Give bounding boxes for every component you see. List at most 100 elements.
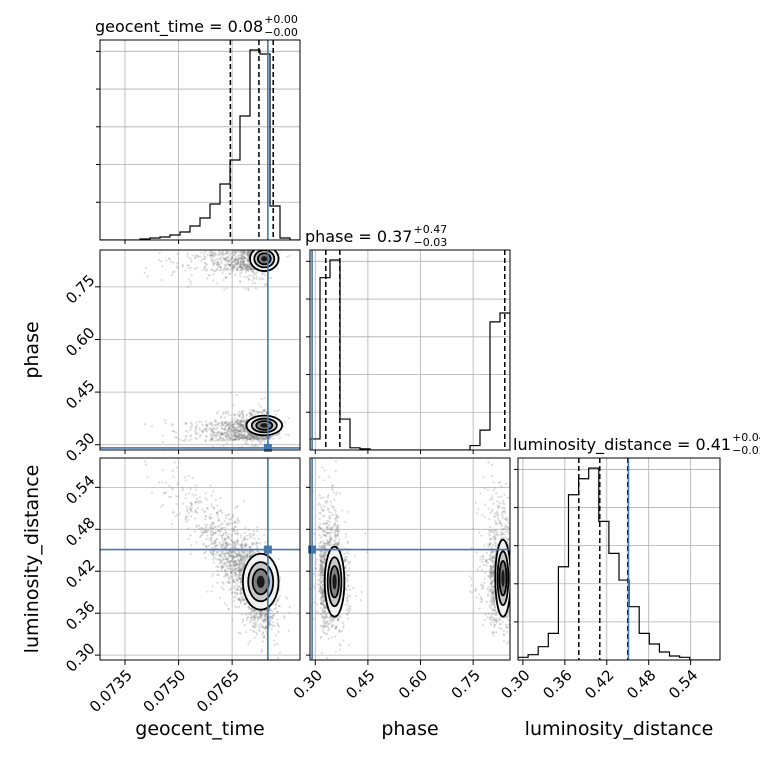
sample-point [260,611,262,613]
sample-point [253,436,255,438]
sample-point [250,608,252,610]
sample-point [236,269,238,271]
sample-point [185,493,187,495]
sample-point [256,276,258,278]
sample-point [232,420,234,422]
sample-point [343,553,345,555]
sample-point [255,543,257,545]
sample-point [236,559,238,561]
sample-point [223,269,225,271]
sample-point [255,273,257,275]
sample-point [240,602,242,604]
sample-point [221,586,223,588]
sample-point [237,505,239,507]
sample-point [276,643,278,645]
sample-point [189,507,191,509]
sample-point [233,544,235,546]
sample-point [230,433,232,435]
sample-point [229,253,231,255]
sample-point [203,552,205,554]
sample-point [173,270,175,272]
sample-point [259,630,261,632]
sample-point [236,606,238,608]
sample-point [249,621,251,623]
sample-point [224,422,226,424]
sample-point [184,270,186,272]
sample-point [212,254,214,256]
sample-point [228,427,230,429]
sample-point [221,512,223,514]
sample-point [480,596,482,598]
sample-point [246,443,248,445]
sample-point [216,574,218,576]
sample-point [225,432,227,434]
sample-point [239,596,241,598]
sample-point [240,419,242,421]
sample-point [237,413,239,415]
sample-point [285,433,287,435]
sample-point [250,267,252,269]
sample-point [222,533,224,535]
sample-point [211,534,213,536]
sample-point [219,434,221,436]
sample-point [219,497,221,499]
sample-point [243,436,245,438]
sample-point [240,536,242,538]
sample-point [216,582,218,584]
sample-point [190,544,192,546]
sample-point [245,271,247,273]
sample-point [233,254,235,256]
sample-point [278,432,280,434]
sample-point [236,522,238,524]
sample-point [241,567,243,569]
sample-point [244,558,246,560]
sample-point [253,631,255,633]
sample-point [486,588,488,590]
sample-point [194,268,196,270]
sample-point [220,425,222,427]
sample-point [219,257,221,259]
sample-point [216,268,218,270]
panel-phase-vs-geocent_time [100,246,300,451]
sample-point [162,469,164,471]
sample-point [228,578,230,580]
sample-point [237,419,239,421]
sample-point [223,438,225,440]
sample-point [215,545,217,547]
sample-point [206,254,208,256]
sample-point [238,632,240,634]
sample-point [271,624,273,626]
sample-point [230,551,232,553]
sample-point [263,438,265,440]
sample-point [222,545,224,547]
sample-point [229,273,231,275]
sample-point [204,497,206,499]
sample-point [213,507,215,509]
sample-point [231,423,233,425]
sample-point [226,581,228,583]
title-luminosity_distance: luminosity_distance = 0.41 [513,435,731,455]
sample-point [479,607,481,609]
sample-point [195,432,197,434]
sample-point [204,518,206,520]
sample-point [264,610,266,612]
sample-point [243,439,245,441]
sample-point [224,545,226,547]
sample-point [182,487,184,489]
sample-point [237,519,239,521]
sample-point [235,420,237,422]
sample-point [224,266,226,268]
sample-point [206,277,208,279]
sample-point [245,537,247,539]
sample-point [326,657,328,659]
sample-point [171,424,173,426]
sample-point [229,564,231,566]
sample-point [219,250,221,252]
sample-point [250,437,252,439]
contour-fill-1-3 [260,423,268,427]
contour-fill-0-3 [261,256,267,261]
sample-point [243,428,245,430]
sample-point [245,414,247,416]
sample-point [236,593,238,595]
sample-point [197,500,199,502]
